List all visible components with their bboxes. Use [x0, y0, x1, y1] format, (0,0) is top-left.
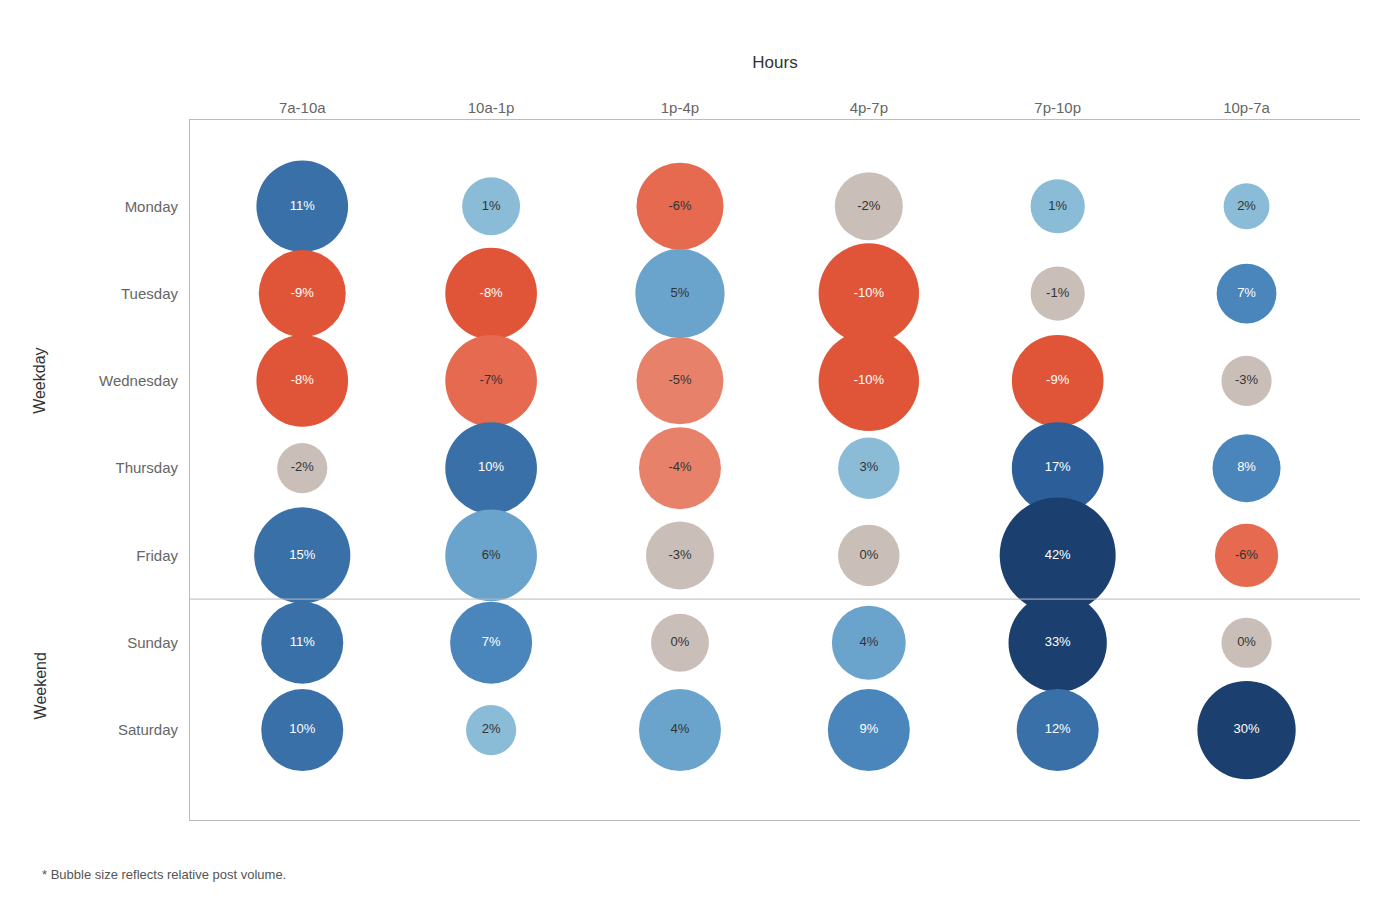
svg-text:12%: 12%: [1045, 721, 1071, 736]
svg-text:7p-10p: 7p-10p: [1034, 99, 1081, 116]
svg-text:0%: 0%: [859, 547, 878, 562]
svg-text:-3%: -3%: [1235, 372, 1259, 387]
svg-text:Hours: Hours: [752, 53, 797, 72]
svg-text:10p-7a: 10p-7a: [1223, 99, 1270, 116]
svg-text:10a-1p: 10a-1p: [468, 99, 515, 116]
svg-text:Thursday: Thursday: [115, 459, 178, 476]
svg-text:15%: 15%: [289, 547, 315, 562]
svg-text:-6%: -6%: [1235, 547, 1259, 562]
svg-text:4%: 4%: [859, 634, 878, 649]
svg-text:-6%: -6%: [668, 198, 692, 213]
svg-text:7%: 7%: [1237, 285, 1256, 300]
svg-text:-10%: -10%: [854, 285, 885, 300]
svg-text:33%: 33%: [1045, 634, 1071, 649]
svg-text:-3%: -3%: [668, 547, 692, 562]
svg-text:1%: 1%: [1048, 198, 1067, 213]
svg-text:Monday: Monday: [125, 198, 179, 215]
svg-text:Weekday: Weekday: [31, 347, 48, 413]
svg-text:3%: 3%: [859, 459, 878, 474]
svg-text:6%: 6%: [482, 547, 501, 562]
svg-text:17%: 17%: [1045, 459, 1071, 474]
svg-text:* Bubble size reflects relativ: * Bubble size reflects relative post vol…: [42, 867, 286, 882]
svg-text:-4%: -4%: [668, 459, 692, 474]
svg-text:4p-7p: 4p-7p: [850, 99, 888, 116]
svg-text:0%: 0%: [1237, 634, 1256, 649]
svg-text:7a-10a: 7a-10a: [279, 99, 326, 116]
svg-text:-2%: -2%: [291, 459, 315, 474]
svg-text:4%: 4%: [671, 721, 690, 736]
svg-text:42%: 42%: [1045, 547, 1071, 562]
svg-text:Sunday: Sunday: [127, 634, 178, 651]
svg-text:-9%: -9%: [291, 285, 315, 300]
svg-text:2%: 2%: [482, 721, 501, 736]
svg-text:-8%: -8%: [480, 285, 504, 300]
svg-text:-10%: -10%: [854, 372, 885, 387]
svg-text:0%: 0%: [671, 634, 690, 649]
svg-text:-5%: -5%: [668, 372, 692, 387]
svg-text:5%: 5%: [671, 285, 690, 300]
svg-text:7%: 7%: [482, 634, 501, 649]
svg-text:-1%: -1%: [1046, 285, 1070, 300]
svg-text:9%: 9%: [859, 721, 878, 736]
svg-text:11%: 11%: [290, 634, 315, 649]
svg-text:10%: 10%: [289, 721, 315, 736]
svg-text:8%: 8%: [1237, 459, 1256, 474]
svg-text:2%: 2%: [1237, 198, 1256, 213]
svg-text:-9%: -9%: [1046, 372, 1070, 387]
svg-text:Weekend: Weekend: [32, 652, 49, 719]
svg-text:Saturday: Saturday: [118, 721, 179, 738]
svg-text:1%: 1%: [482, 198, 501, 213]
svg-text:-8%: -8%: [291, 372, 315, 387]
svg-text:Wednesday: Wednesday: [99, 372, 178, 389]
svg-text:1p-4p: 1p-4p: [661, 99, 699, 116]
svg-text:Friday: Friday: [136, 547, 178, 564]
svg-text:30%: 30%: [1234, 721, 1260, 736]
svg-text:-7%: -7%: [480, 372, 504, 387]
svg-text:-2%: -2%: [857, 198, 881, 213]
svg-text:10%: 10%: [478, 459, 504, 474]
svg-text:Tuesday: Tuesday: [121, 285, 178, 302]
svg-text:11%: 11%: [290, 198, 315, 213]
